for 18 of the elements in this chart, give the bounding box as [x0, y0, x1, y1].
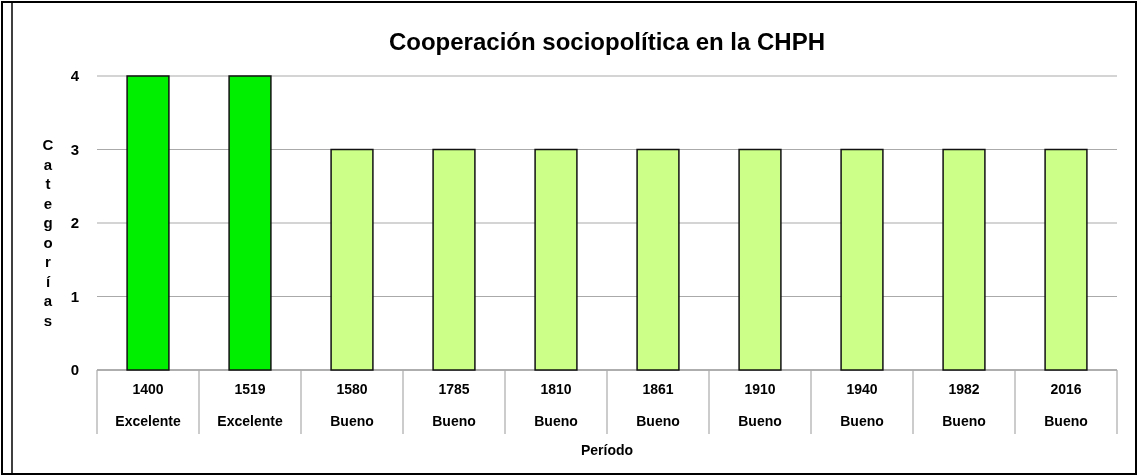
x-tick-label: 1785 Bueno [432, 381, 476, 429]
x-tick-label: 1982 Bueno [942, 381, 986, 429]
y-tick-label: 2 [70, 214, 79, 231]
x-axis-title: Período [580, 442, 634, 458]
y-tick-label: 0 [70, 361, 79, 378]
x-tick-label: 1810 Bueno [534, 381, 578, 429]
x-tick-label: 1580 Bueno [330, 381, 374, 429]
x-tick-label: 1861 Bueno [636, 381, 680, 429]
text: Categorías [42, 136, 54, 329]
y-tick-label: 3 [70, 140, 79, 158]
x-tick-label: 1910 Bueno [738, 381, 782, 429]
y-tick-label: 4 [70, 67, 80, 84]
y-tick-label: 1 [70, 287, 79, 305]
x-tick-label: 1519 Excelente [217, 381, 283, 429]
x-tick-label: 1940 Bueno [840, 381, 884, 429]
chart-title: Cooperación sociopolítica en la CHPH [388, 28, 826, 55]
x-tick-label: 1400 Excelente [115, 381, 181, 429]
x-tick-label: 2016 Bueno [1044, 381, 1088, 429]
